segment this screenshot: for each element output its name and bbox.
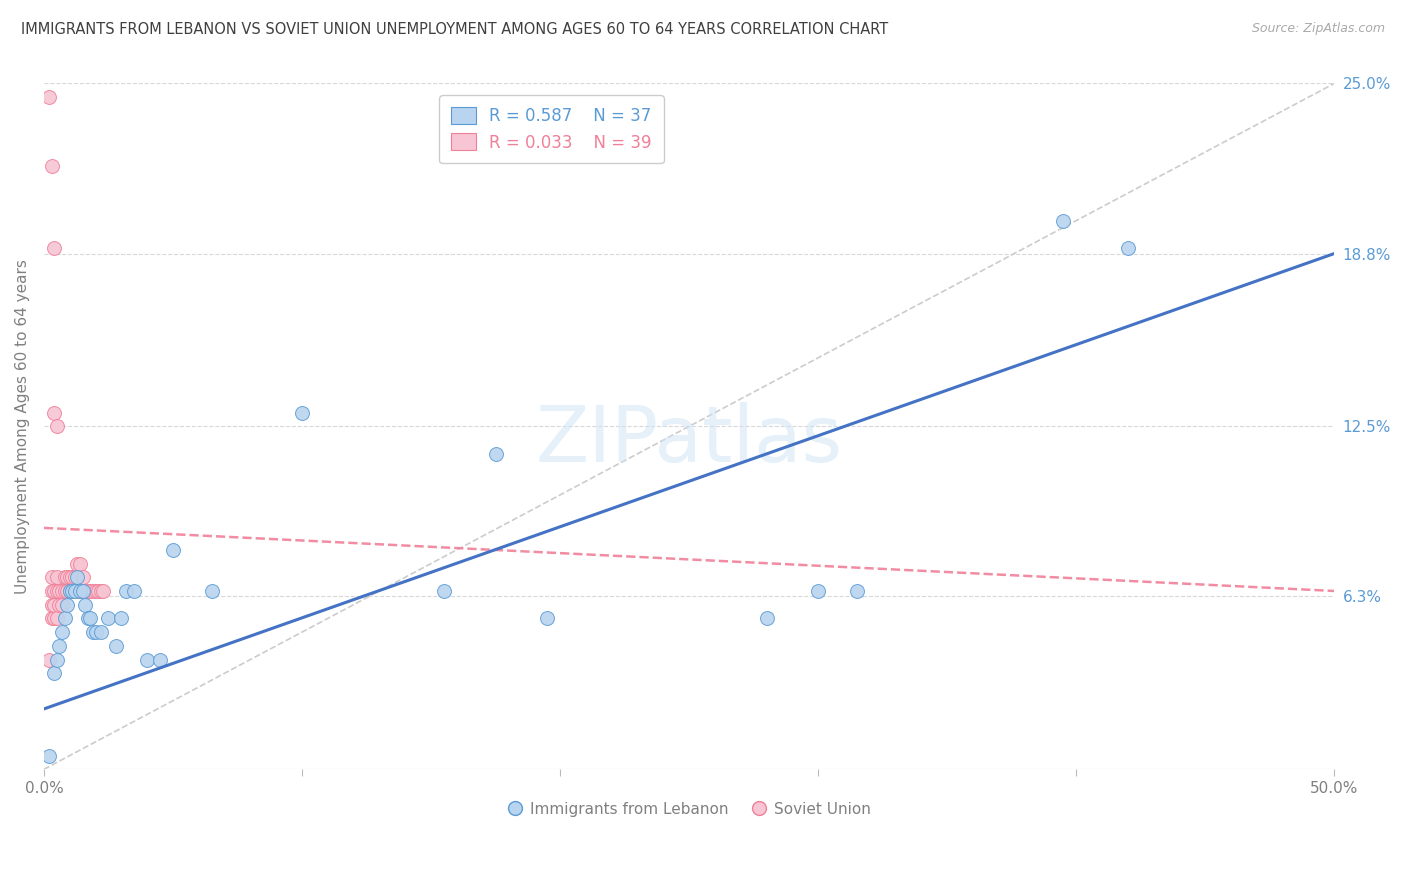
Legend: Immigrants from Lebanon, Soviet Union: Immigrants from Lebanon, Soviet Union [501, 796, 877, 823]
Point [110, 611, 132, 625]
Point [45, 652, 67, 666]
Point [433, 584, 456, 599]
Point [41, 584, 63, 599]
Point [1052, 213, 1074, 227]
Point [53, 611, 76, 625]
Point [59, 584, 82, 599]
Point [82, 584, 104, 599]
Point [72, 570, 94, 584]
Point [45, 570, 67, 584]
Point [97, 611, 120, 625]
Point [63, 584, 86, 599]
Point [41, 611, 63, 625]
Point [72, 584, 94, 599]
Point [59, 570, 82, 584]
Point [1116, 241, 1139, 255]
Point [149, 652, 172, 666]
Point [44, 598, 66, 612]
Point [84, 584, 107, 599]
Point [69, 557, 91, 571]
Point [44, 584, 66, 599]
Point [41, 159, 63, 173]
Point [76, 611, 98, 625]
Point [66, 584, 89, 599]
Point [87, 584, 110, 599]
Point [45, 419, 67, 434]
Point [90, 584, 112, 599]
Point [48, 584, 70, 599]
Text: Source: ZipAtlas.com: Source: ZipAtlas.com [1251, 22, 1385, 36]
Point [38, 652, 60, 666]
Point [51, 584, 73, 599]
Point [69, 584, 91, 599]
Point [44, 666, 66, 681]
Point [66, 557, 89, 571]
Point [41, 598, 63, 612]
Point [53, 584, 76, 599]
Point [122, 584, 145, 599]
Point [536, 611, 558, 625]
Point [79, 611, 101, 625]
Point [48, 598, 70, 612]
Point [115, 584, 138, 599]
Point [105, 639, 128, 653]
Point [60, 584, 83, 599]
Point [82, 625, 104, 640]
Point [38, 748, 60, 763]
Point [45, 584, 67, 599]
Point [91, 584, 114, 599]
Point [38, 90, 60, 104]
Point [136, 652, 159, 666]
Point [75, 598, 97, 612]
Point [44, 241, 66, 255]
Point [60, 570, 83, 584]
Point [201, 584, 224, 599]
Point [755, 611, 778, 625]
Point [66, 570, 89, 584]
Point [56, 570, 79, 584]
Point [60, 584, 83, 599]
Text: IMMIGRANTS FROM LEBANON VS SOVIET UNION UNEMPLOYMENT AMONG AGES 60 TO 64 YEARS C: IMMIGRANTS FROM LEBANON VS SOVIET UNION … [21, 22, 889, 37]
Point [51, 625, 73, 640]
Point [63, 570, 86, 584]
Point [76, 584, 98, 599]
Point [59, 584, 82, 599]
Point [162, 542, 184, 557]
Point [44, 611, 66, 625]
Point [44, 406, 66, 420]
Point [84, 625, 107, 640]
Point [63, 584, 86, 599]
Point [484, 447, 506, 461]
Point [48, 639, 70, 653]
Point [45, 611, 67, 625]
Point [69, 584, 91, 599]
Point [79, 584, 101, 599]
Point [90, 625, 112, 640]
Point [72, 584, 94, 599]
Y-axis label: Unemployment Among Ages 60 to 64 years: Unemployment Among Ages 60 to 64 years [15, 259, 30, 594]
Point [53, 570, 76, 584]
Point [41, 570, 63, 584]
Point [51, 598, 73, 612]
Point [75, 584, 97, 599]
Point [56, 598, 79, 612]
Point [845, 584, 868, 599]
Text: ZIPatlas: ZIPatlas [536, 402, 842, 478]
Point [291, 406, 314, 420]
Point [56, 584, 79, 599]
Point [807, 584, 830, 599]
